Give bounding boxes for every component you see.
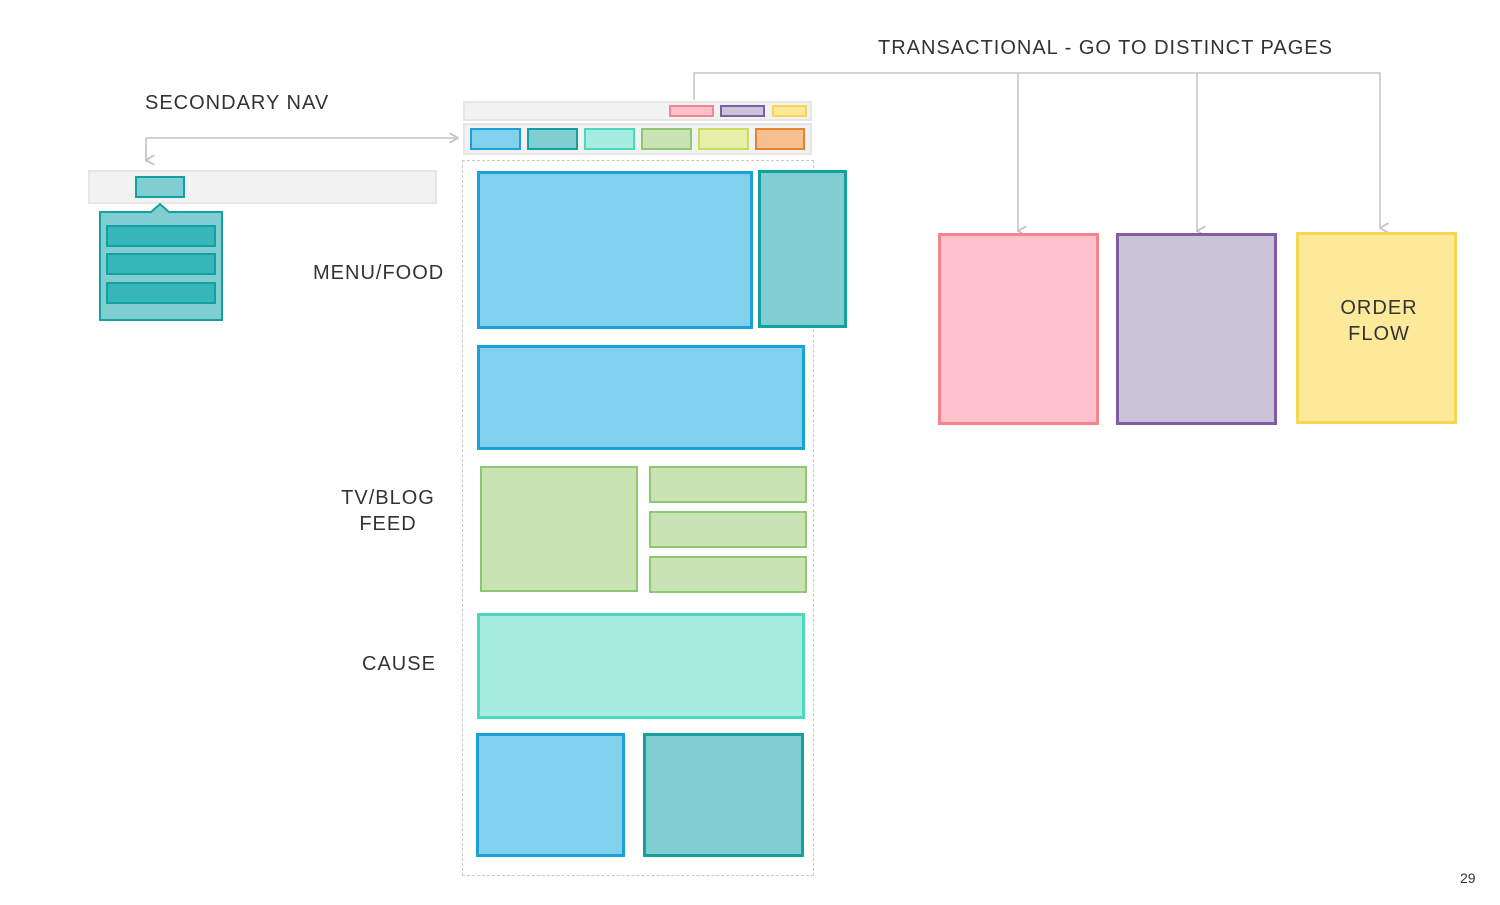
menu-wide-block — [477, 345, 805, 450]
feed-item-block — [649, 466, 807, 503]
feed-item-block — [649, 556, 807, 593]
feed-item-block — [649, 511, 807, 548]
bottom-right-block — [643, 733, 804, 857]
transactional-page-purple — [1116, 233, 1277, 425]
utility-link-purple[interactable] — [720, 105, 765, 117]
order-flow-page — [1296, 232, 1457, 424]
page-frame — [462, 160, 814, 876]
secondary-nav-connector — [145, 138, 458, 162]
secondary-nav-label: SECONDARY NAV — [145, 92, 330, 114]
primary-nav-item[interactable] — [470, 128, 521, 150]
bottom-left-block — [476, 733, 625, 857]
order-flow-label-line1: ORDER — [1340, 297, 1418, 319]
primary-nav-item[interactable] — [584, 128, 635, 150]
utility-link-pink[interactable] — [669, 105, 714, 117]
page-number: 29 — [1460, 870, 1476, 886]
menu-food-label: MENU/FOOD — [313, 262, 445, 284]
utility-link-yellow[interactable] — [772, 105, 807, 117]
primary-nav-item[interactable] — [641, 128, 692, 150]
cause-label: CAUSE — [362, 653, 436, 675]
order-flow-label-line2: FLOW — [1348, 323, 1410, 345]
dropdown-item[interactable] — [106, 225, 216, 247]
order-flow-label: ORDER FLOW — [1296, 295, 1462, 347]
menu-hero-block — [477, 171, 753, 329]
primary-nav-item[interactable] — [755, 128, 805, 150]
secondary-nav-trigger[interactable] — [135, 176, 185, 198]
feed-main-block — [480, 466, 638, 592]
tv-blog-label: TV/BLOG FEED — [328, 485, 448, 537]
cause-block — [477, 613, 805, 719]
transactional-label: TRANSACTIONAL - GO TO DISTINCT PAGES — [878, 37, 1333, 59]
tv-blog-label-line1: TV/BLOG — [341, 487, 435, 509]
dropdown-item[interactable] — [106, 253, 216, 275]
primary-nav-bar — [463, 123, 812, 155]
transactional-page-pink — [938, 233, 1099, 425]
primary-nav-item[interactable] — [527, 128, 578, 150]
transactional-connector — [693, 72, 1380, 228]
dropdown-caret — [150, 203, 170, 213]
dropdown-item[interactable] — [106, 282, 216, 304]
menu-side-block — [758, 170, 847, 328]
tv-blog-label-line2: FEED — [359, 513, 417, 535]
primary-nav-item[interactable] — [698, 128, 749, 150]
